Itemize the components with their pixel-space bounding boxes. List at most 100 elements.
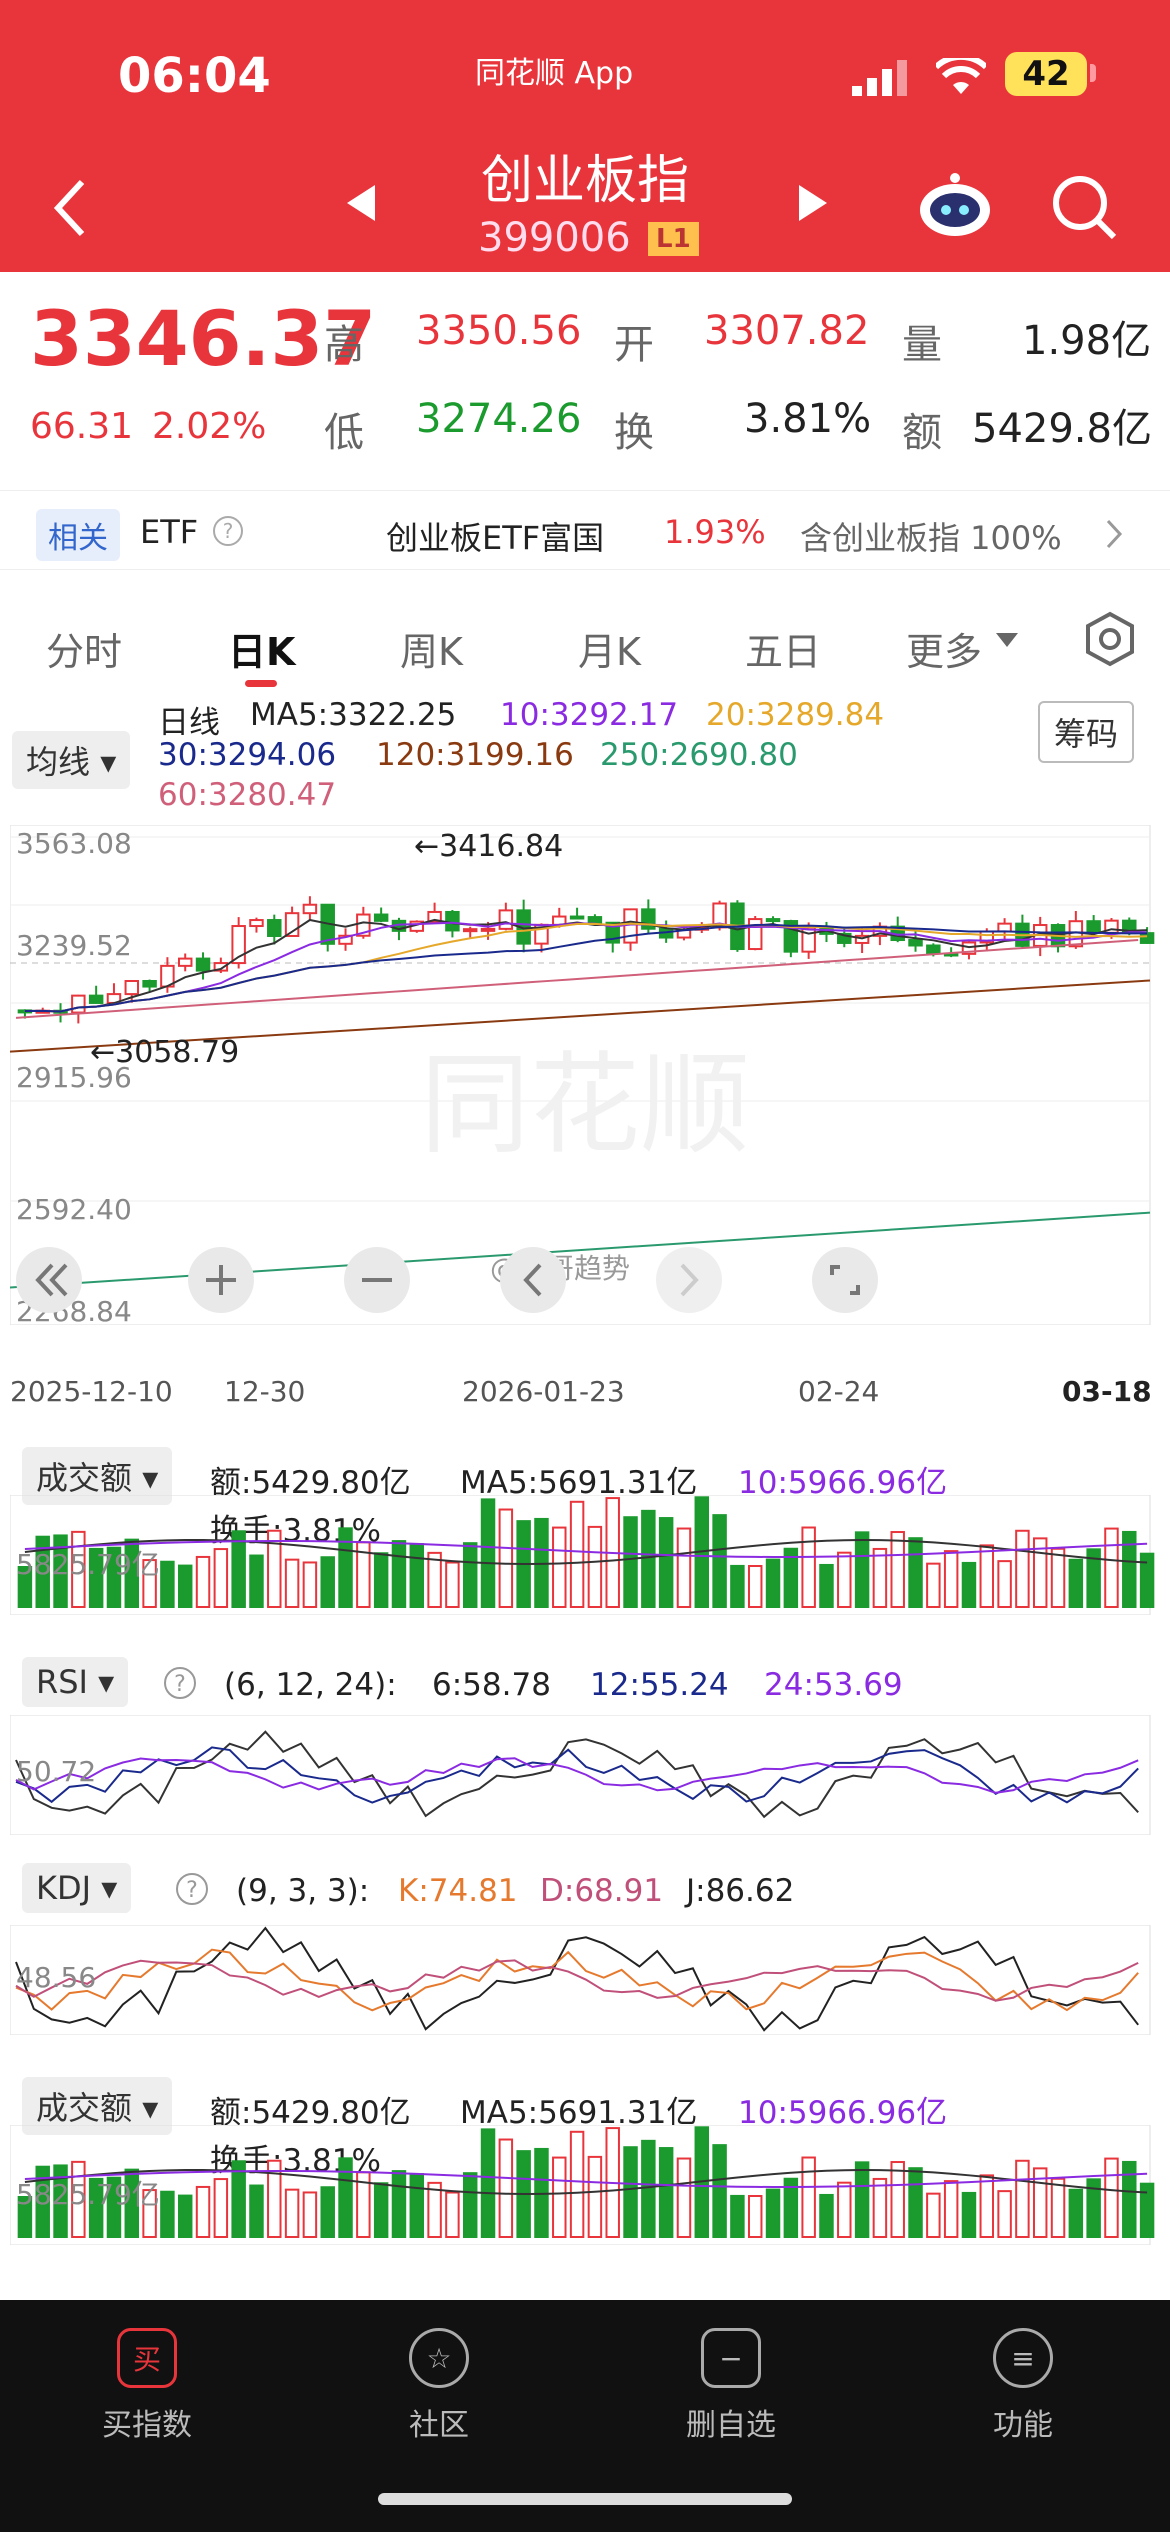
candle-body	[373, 913, 389, 922]
volume-chart[interactable]	[10, 1495, 1160, 1615]
candlestick-chart[interactable]	[10, 825, 1160, 1325]
app-name: 同花顺 App	[475, 56, 634, 91]
amount-chart[interactable]	[10, 2125, 1160, 2245]
x-tick-5: 03-18	[1062, 1375, 1152, 1408]
volume-bar	[249, 1554, 264, 1608]
nav-functions[interactable]: ≡ 功能	[948, 2328, 1098, 2444]
volume-bar	[1104, 1527, 1119, 1608]
tab-more[interactable]: 更多	[906, 630, 983, 674]
candle-body	[302, 903, 318, 915]
tab-intraday[interactable]: 分时	[46, 630, 123, 674]
volume-bar	[854, 1531, 870, 1608]
step-left-button[interactable]	[498, 1245, 568, 1315]
nav-remove-watchlist[interactable]: − 删自选	[656, 2328, 806, 2444]
volume-bar	[53, 1534, 68, 1608]
candle-body	[124, 979, 140, 996]
nav-buy-index[interactable]: 买 买指数	[72, 2328, 222, 2444]
minus-icon: −	[701, 2328, 761, 2388]
candle-body	[587, 916, 603, 924]
volume-bar	[106, 2176, 122, 2238]
volume-bar	[267, 2159, 282, 2238]
ma30-value: 30:3294.06	[158, 737, 337, 773]
help-icon[interactable]: ?	[212, 515, 244, 547]
zoom-out-button[interactable]	[342, 1245, 412, 1315]
prev-stock-icon[interactable]	[345, 183, 377, 223]
panel-frame	[10, 1925, 1151, 2035]
volume-bar	[765, 1558, 781, 1608]
rsi-help-icon[interactable]: ?	[162, 1665, 198, 1701]
turnover-value: 3.81%	[744, 396, 872, 442]
volume-bar	[854, 2161, 870, 2238]
ma120-line	[10, 979, 1151, 1053]
volume-bar	[71, 2160, 86, 2238]
battery-level: 42	[1005, 52, 1087, 96]
low-marker: ←3058.79	[90, 1035, 240, 1070]
fullscreen-button[interactable]	[810, 1245, 880, 1315]
volume-bar	[427, 1551, 442, 1608]
volume-value: 1.98亿	[1022, 318, 1152, 364]
volume-bar	[819, 1563, 834, 1608]
tab-monthly-k[interactable]: 月K	[578, 630, 641, 674]
volume-bar	[231, 1530, 246, 1608]
kdj-j: J:86.62	[686, 1873, 795, 1909]
back-icon[interactable]	[50, 178, 90, 238]
volume-label: 量	[902, 322, 942, 368]
volume-bar	[943, 2180, 959, 2238]
period-tabs: 分时 日K 周K 月K 五日 更多	[0, 585, 1170, 695]
volume-bar	[231, 2160, 246, 2238]
nav-community[interactable]: ☆ 社区	[364, 2328, 514, 2444]
volume-bar	[979, 1544, 995, 1608]
kdj-indicator-select[interactable]: KDJ ▾	[22, 1863, 132, 1913]
kdj-d-line	[15, 1959, 1139, 2002]
tab-active-indicator	[245, 680, 277, 687]
etf-name[interactable]: 创业板ETF富国	[386, 519, 605, 557]
volume-bar	[926, 1562, 941, 1608]
volume-bar	[1104, 2157, 1119, 2238]
rsi-indicator-select[interactable]: RSI ▾	[22, 1657, 129, 1707]
robot-assistant-icon[interactable]	[918, 172, 992, 238]
volume-bar	[160, 2190, 175, 2238]
volume-bar	[1068, 2188, 1084, 2238]
chip-distribution-button[interactable]: 筹码	[1038, 701, 1135, 763]
volume-bar	[801, 2156, 816, 2238]
tab-weekly-k[interactable]: 周K	[400, 630, 463, 674]
volume-bar	[142, 1559, 157, 1608]
search-icon[interactable]	[1052, 175, 1118, 241]
volume-bar	[373, 2182, 389, 2238]
candle-body	[338, 934, 353, 945]
kdj-k-line	[15, 1948, 1139, 2012]
scroll-left-button[interactable]	[14, 1245, 84, 1315]
volume-bar	[1015, 2159, 1030, 2238]
volume-bar	[676, 2157, 692, 2238]
volume-bar	[908, 2167, 923, 2238]
stock-title: 创业板指	[480, 151, 689, 211]
volume-bar	[320, 2186, 335, 2238]
volume-bar	[1086, 1548, 1101, 1608]
ma250-value: 250:2690.80	[600, 737, 798, 773]
volume-bar	[872, 2177, 888, 2238]
tab-daily-k[interactable]: 日K	[228, 630, 296, 674]
volume-bar	[676, 1527, 692, 1608]
volume-bar	[88, 1547, 104, 1608]
open-label: 开	[614, 322, 654, 368]
related-etf-row[interactable]: 相关 ETF ? 创业板ETF富国 1.93% 含创业板指 100%	[0, 490, 1170, 570]
rsi-chart[interactable]	[10, 1715, 1160, 1835]
volume-bar	[1032, 1537, 1048, 1609]
zoom-in-button[interactable]	[186, 1245, 256, 1315]
volume-bar	[765, 2188, 781, 2238]
kdj-chart[interactable]	[10, 1925, 1160, 2035]
volume-bar	[926, 2192, 941, 2238]
volume-bar	[552, 2156, 567, 2238]
low-label: 低	[324, 410, 364, 456]
ma-indicator-select[interactable]: 均线 ▾	[12, 731, 131, 789]
tab-five-day[interactable]: 五日	[745, 630, 822, 674]
volume-bar	[890, 2161, 905, 2238]
kdj-help-icon[interactable]: ?	[174, 1871, 210, 1907]
next-stock-icon[interactable]	[797, 183, 829, 223]
buy-icon: 买	[117, 2328, 177, 2388]
volume-bar	[783, 2177, 799, 2238]
step-right-button[interactable]	[654, 1245, 724, 1315]
volume-bar	[302, 2191, 318, 2238]
settings-icon[interactable]	[1082, 611, 1138, 667]
amount-indicator-label: 成交额	[36, 2089, 133, 2127]
